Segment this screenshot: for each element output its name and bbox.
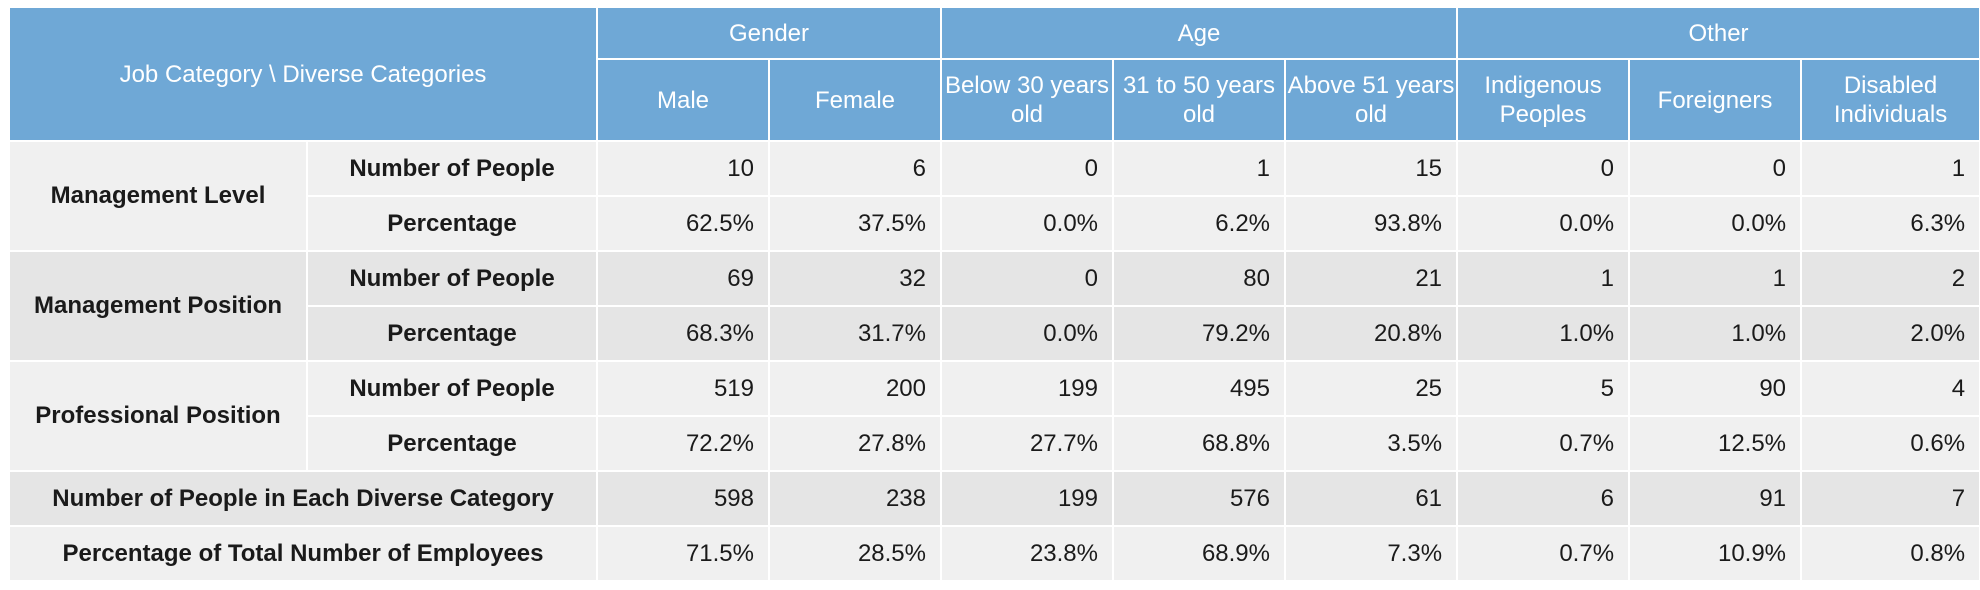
table-row: Management Position Number of People 69 … [8, 250, 1980, 362]
corner-header: Job Category \ Diverse Categories [8, 6, 598, 142]
cell-value: 6 [1456, 470, 1631, 527]
cell-value: 1 [1112, 140, 1286, 197]
cell-value: 20.8% [1283, 305, 1459, 362]
cell-value: 0.0% [940, 195, 1114, 252]
cell-value: 238 [768, 470, 942, 527]
cell-value: 15 [1283, 140, 1459, 197]
totals-label: Number of People in Each Diverse Categor… [8, 470, 598, 527]
table-row: Percentage 68.3% 31.7% 0.0% 79.2% 20.8% … [9, 305, 1980, 362]
row-label: Number of People [306, 250, 598, 307]
totals-row: Number of People in Each Diverse Categor… [8, 470, 1980, 527]
column-header-indigenous: Indigenous Peoples [1456, 58, 1631, 142]
cell-value: 0.8% [1800, 525, 1980, 582]
cell-value: 0.0% [1628, 195, 1803, 252]
totals-label: Percentage of Total Number of Employees [8, 525, 598, 582]
cell-value: 93.8% [1283, 195, 1459, 252]
cell-value: 0 [940, 140, 1114, 197]
cell-value: 495 [1112, 360, 1286, 417]
cell-value: 199 [940, 360, 1114, 417]
cell-value: 10.9% [1628, 525, 1803, 582]
cell-value: 68.8% [1112, 415, 1286, 472]
row-label: Percentage [306, 415, 598, 472]
cell-value: 23.8% [940, 525, 1114, 582]
cell-value: 199 [940, 470, 1114, 527]
cell-value: 90 [1628, 360, 1803, 417]
cell-value: 5 [1456, 360, 1631, 417]
cell-value: 7 [1800, 470, 1980, 527]
cell-value: 62.5% [596, 195, 770, 252]
table-body: Management Level Number of People 10 6 0… [8, 140, 1980, 582]
cell-value: 25 [1283, 360, 1459, 417]
column-header-31-to-50: 31 to 50 years old [1112, 58, 1286, 142]
table-row: Professional Position Number of People 5… [8, 360, 1980, 472]
row-label: Percentage [306, 305, 598, 362]
column-header-below-30: Below 30 years old [940, 58, 1114, 142]
cell-value: 68.9% [1112, 525, 1286, 582]
cell-value: 1.0% [1456, 305, 1631, 362]
cell-value: 519 [596, 360, 770, 417]
cell-value: 0.0% [940, 305, 1114, 362]
column-header-disabled: Disabled Individuals [1800, 58, 1980, 142]
cell-value: 0.7% [1456, 415, 1631, 472]
table-row: Percentage 62.5% 37.5% 0.0% 6.2% 93.8% 0… [9, 195, 1980, 252]
cell-value: 0 [940, 250, 1114, 307]
cell-value: 80 [1112, 250, 1286, 307]
column-header-above-51: Above 51 years old [1283, 58, 1459, 142]
cell-value: 71.5% [596, 525, 770, 582]
column-header-female: Female [768, 58, 942, 142]
cell-value: 61 [1283, 470, 1459, 527]
row-label: Number of People [306, 360, 598, 417]
table-header: Job Category \ Diverse Categories Gender… [8, 6, 1980, 142]
row-label: Percentage [306, 195, 598, 252]
category-label: Management Position [8, 250, 308, 362]
cell-value: 0.6% [1800, 415, 1980, 472]
cell-value: 79.2% [1112, 305, 1286, 362]
category-label: Management Level [8, 140, 308, 252]
diversity-table: Job Category \ Diverse Categories Gender… [8, 6, 1980, 582]
cell-value: 2.0% [1800, 305, 1980, 362]
cell-value: 28.5% [768, 525, 942, 582]
cell-value: 3.5% [1283, 415, 1459, 472]
cell-value: 27.7% [940, 415, 1114, 472]
row-label: Number of People [306, 140, 598, 197]
cell-value: 598 [596, 470, 770, 527]
cell-value: 32 [768, 250, 942, 307]
cell-value: 72.2% [596, 415, 770, 472]
cell-value: 6 [768, 140, 942, 197]
cell-value: 6.3% [1800, 195, 1980, 252]
table-row: Management Level Number of People 10 6 0… [8, 140, 1980, 252]
cell-value: 21 [1283, 250, 1459, 307]
cell-value: 91 [1628, 470, 1803, 527]
cell-value: 576 [1112, 470, 1286, 527]
column-header-male: Male [596, 58, 770, 142]
cell-value: 6.2% [1112, 195, 1286, 252]
cell-value: 0 [1628, 140, 1803, 197]
group-header-other: Other [1456, 6, 1980, 60]
category-label: Professional Position [8, 360, 308, 472]
table-row: Percentage 72.2% 27.8% 27.7% 68.8% 3.5% … [9, 415, 1980, 472]
column-header-foreigners: Foreigners [1628, 58, 1803, 142]
cell-value: 69 [596, 250, 770, 307]
cell-value: 1 [1456, 250, 1631, 307]
cell-value: 7.3% [1283, 525, 1459, 582]
cell-value: 1 [1628, 250, 1803, 307]
cell-value: 4 [1800, 360, 1980, 417]
cell-value: 2 [1800, 250, 1980, 307]
cell-value: 68.3% [596, 305, 770, 362]
cell-value: 37.5% [768, 195, 942, 252]
cell-value: 200 [768, 360, 942, 417]
group-header-gender: Gender [596, 6, 942, 60]
cell-value: 1 [1800, 140, 1980, 197]
cell-value: 0 [1456, 140, 1631, 197]
cell-value: 31.7% [768, 305, 942, 362]
totals-row: Percentage of Total Number of Employees … [8, 525, 1980, 582]
cell-value: 0.7% [1456, 525, 1631, 582]
cell-value: 27.8% [768, 415, 942, 472]
group-header-age: Age [939, 6, 1459, 60]
cell-value: 12.5% [1628, 415, 1803, 472]
cell-value: 10 [596, 140, 770, 197]
cell-value: 0.0% [1456, 195, 1631, 252]
cell-value: 1.0% [1628, 305, 1803, 362]
